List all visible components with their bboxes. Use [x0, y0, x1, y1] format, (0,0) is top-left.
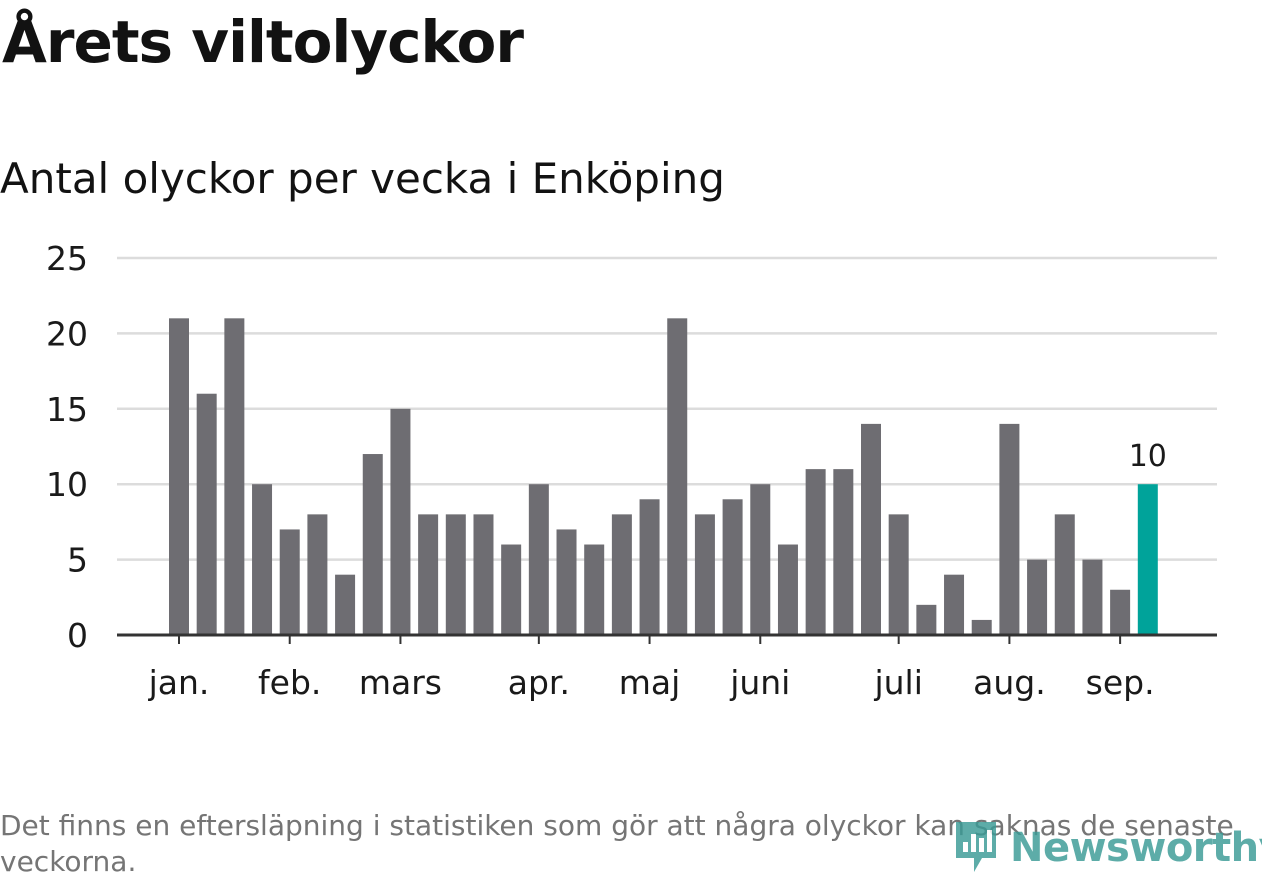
bar — [224, 318, 245, 635]
bar — [639, 499, 660, 635]
bar — [694, 514, 715, 635]
newsworthy-logo-icon — [956, 822, 996, 872]
bar — [888, 514, 909, 635]
bar — [169, 318, 189, 635]
bar — [556, 529, 577, 635]
footnote: Det finns en eftersläpning i statistiken… — [0, 809, 1234, 878]
x-tick-label: juli — [873, 663, 922, 702]
bar — [252, 484, 273, 635]
bar — [1054, 514, 1075, 635]
x-tick-label: maj — [619, 663, 681, 702]
bar — [196, 393, 217, 635]
bar — [473, 514, 494, 635]
bar — [362, 454, 383, 635]
bar — [445, 514, 466, 635]
bar — [307, 514, 328, 635]
x-tick-label: juni — [729, 663, 790, 702]
bars — [169, 318, 1158, 635]
bar — [1110, 589, 1131, 635]
y-tick-label: 20 — [46, 314, 88, 353]
data-label: 10 — [1129, 439, 1167, 474]
bar — [805, 469, 826, 635]
brand-name: Newsworthy — [1010, 825, 1262, 871]
bar — [944, 574, 965, 635]
x-tick-label: apr. — [508, 663, 570, 702]
bar — [861, 423, 881, 635]
y-axis-tick-labels: 0 5 10 15 20 25 — [46, 239, 88, 655]
bar — [335, 574, 356, 635]
bar — [418, 514, 439, 635]
bar — [833, 469, 854, 635]
chart-subtitle: Antal olyckor per vecka i Enköping — [0, 154, 725, 203]
bar — [999, 423, 1020, 635]
y-tick-label: 15 — [46, 390, 88, 429]
bar — [1027, 559, 1048, 635]
bar — [528, 484, 549, 635]
bar — [916, 604, 937, 635]
x-tick-label: sep. — [1086, 663, 1155, 702]
data-labels: 10 — [1129, 439, 1167, 474]
bar — [584, 544, 605, 635]
bar — [722, 499, 743, 635]
bar — [279, 529, 300, 635]
x-tick-label: feb. — [258, 663, 321, 702]
bar — [971, 619, 992, 635]
bar — [611, 514, 632, 635]
gridlines — [117, 256, 1217, 561]
y-tick-label: 25 — [46, 239, 88, 278]
x-axis-tick-labels: jan. feb. mars apr. maj juni juli aug. sep. — [148, 663, 1155, 702]
chart-title: Årets viltolyckor — [2, 8, 524, 76]
x-tick-label: aug. — [973, 663, 1046, 702]
x-axis — [117, 633, 1217, 644]
y-tick-label: 0 — [67, 616, 88, 655]
bar — [777, 544, 798, 635]
brand-logo[interactable]: Newsworthy — [952, 818, 1262, 878]
x-tick-label: jan. — [148, 663, 210, 702]
bar — [750, 484, 771, 635]
bar-highlight — [1137, 484, 1158, 635]
y-tick-label: 5 — [67, 541, 88, 580]
y-tick-label: 10 — [46, 465, 88, 504]
bar — [667, 318, 688, 635]
x-tick-label: mars — [359, 663, 442, 702]
bar — [1082, 559, 1103, 635]
bar — [501, 544, 522, 635]
bar — [390, 408, 411, 635]
